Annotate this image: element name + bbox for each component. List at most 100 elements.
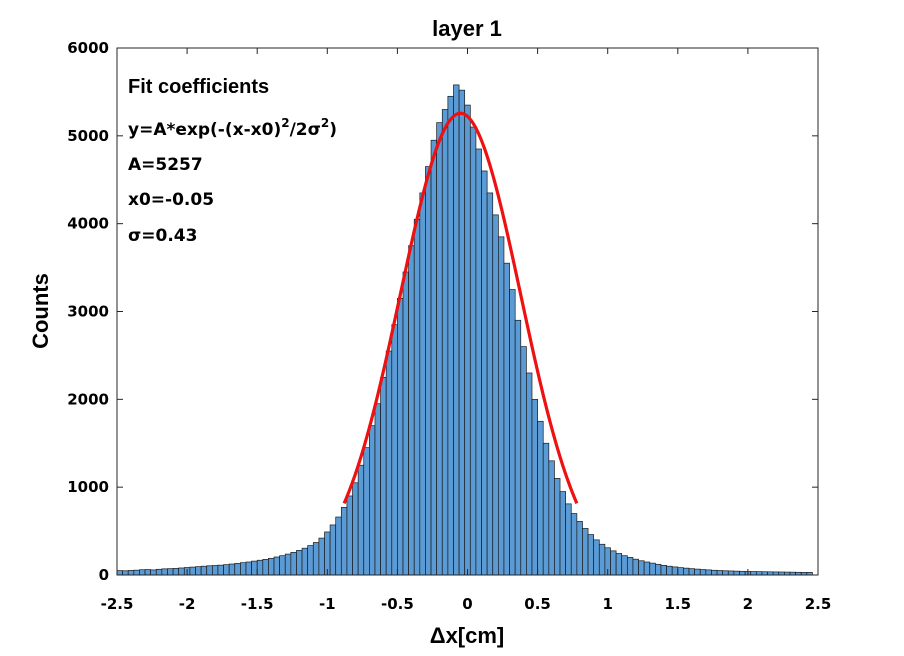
histogram-bar: [256, 559, 264, 576]
x-tick-label: 2: [743, 595, 753, 613]
histogram-bars: [116, 84, 813, 576]
histogram-bar: [296, 550, 303, 576]
histogram-bar: [335, 516, 342, 576]
histogram-bar: [200, 565, 208, 576]
histogram-bar: [593, 539, 600, 576]
histogram-bar: [172, 568, 180, 576]
x-tick-label: 1: [602, 595, 612, 613]
histogram-bar: [324, 531, 331, 576]
histogram-bar: [408, 245, 415, 576]
histogram-bar: [425, 166, 432, 576]
histogram-bar: [357, 464, 365, 576]
histogram-bar: [167, 568, 174, 576]
histogram-bar: [621, 555, 628, 576]
histogram-bar: [475, 148, 482, 576]
histogram-bar: [677, 567, 684, 576]
histogram-bar: [223, 564, 230, 576]
histogram-bar: [329, 524, 337, 576]
histogram-bar: [402, 271, 409, 576]
histogram-bar: [363, 447, 370, 576]
histogram-bar: [548, 460, 555, 576]
histogram-bar: [161, 568, 168, 576]
histogram-bar: [587, 534, 595, 576]
histogram-bar: [492, 214, 499, 576]
histogram-bar: [705, 569, 712, 576]
y-tick-label: 2000: [67, 390, 109, 408]
y-tick-label: 5000: [67, 127, 109, 145]
x-tick-label: -2.5: [101, 595, 134, 613]
histogram-bar: [413, 218, 421, 576]
histogram-bar: [739, 570, 746, 576]
annotation-a-value: A=5257: [128, 155, 203, 175]
histogram-bar: [554, 478, 561, 576]
histogram-bar: [312, 542, 320, 576]
histogram-bar: [666, 565, 673, 576]
histogram-bar: [559, 491, 566, 576]
histogram-bar: [217, 564, 224, 576]
histogram-bar: [733, 570, 740, 576]
histogram-bar: [481, 170, 488, 576]
histogram-bar: [711, 569, 718, 576]
histogram-bar: [464, 104, 471, 576]
histogram-bar: [127, 570, 135, 576]
gaussian-fit-curve: [342, 111, 579, 504]
y-axis-ticks: 0 1000 2000 3000 4000 5000 6000: [67, 39, 818, 584]
histogram-bar: [447, 95, 454, 576]
y-tick-label: 0: [99, 566, 109, 584]
histogram-bar: [565, 503, 572, 576]
histogram-bar: [699, 569, 707, 576]
histogram-bar: [542, 442, 550, 576]
histogram-bar: [352, 482, 359, 576]
histogram-bar: [615, 553, 623, 576]
annotation-heading: Fit coefficients: [128, 76, 269, 98]
histogram-bar: [155, 568, 163, 576]
y-tick-label: 6000: [67, 39, 109, 57]
histogram-bar: [240, 562, 247, 576]
histogram-bar: [189, 566, 196, 576]
x-tick-label: -1: [319, 595, 336, 613]
histogram-bar: [453, 84, 460, 576]
histogram-bar: [509, 289, 516, 576]
histogram-bar: [441, 109, 449, 576]
histogram-bar: [660, 564, 667, 576]
y-tick-label: 1000: [67, 478, 109, 496]
histogram-bar: [683, 567, 690, 576]
histogram-bar: [178, 567, 185, 576]
x-tick-label: 1.5: [665, 595, 692, 613]
x-tick-label: 2.5: [805, 595, 832, 613]
histogram-bar: [245, 561, 252, 576]
histogram-bar: [531, 398, 538, 576]
y-tick-label: 3000: [67, 303, 109, 321]
histogram-bar: [139, 569, 146, 576]
histogram-bar: [340, 507, 348, 576]
histogram-bar: [397, 297, 404, 576]
histogram-bar: [727, 570, 735, 576]
histogram-bar: [301, 547, 309, 576]
fit-coefficients-annotation: Fit coefficients y=A*exp(-(x-x0)2/2σ2) A…: [128, 76, 337, 246]
histogram-bar: [576, 521, 583, 576]
histogram-bar: [750, 571, 757, 576]
histogram-bar: [150, 569, 157, 576]
histogram-bar: [716, 570, 724, 576]
histogram-bar: [391, 324, 398, 576]
histogram-bar: [262, 559, 269, 576]
histogram-bar: [279, 555, 286, 576]
chart-title: layer 1: [432, 16, 502, 41]
histogram-bar: [570, 513, 578, 576]
histogram-bar: [694, 568, 701, 576]
histogram-bar: [251, 560, 258, 576]
histogram-bar: [284, 553, 292, 576]
histogram-bar: [610, 550, 617, 576]
histogram-bar: [638, 560, 645, 576]
histogram-bar: [385, 350, 393, 576]
histogram-bar: [632, 558, 639, 576]
histogram-bar: [234, 563, 241, 576]
histogram-bar: [290, 551, 297, 576]
histogram-bar: [598, 543, 606, 576]
histogram-bar: [419, 192, 426, 576]
histogram-bar: [649, 562, 656, 576]
histogram-bar: [273, 556, 280, 576]
histogram-bar: [514, 319, 522, 576]
histogram-bar: [122, 570, 129, 576]
